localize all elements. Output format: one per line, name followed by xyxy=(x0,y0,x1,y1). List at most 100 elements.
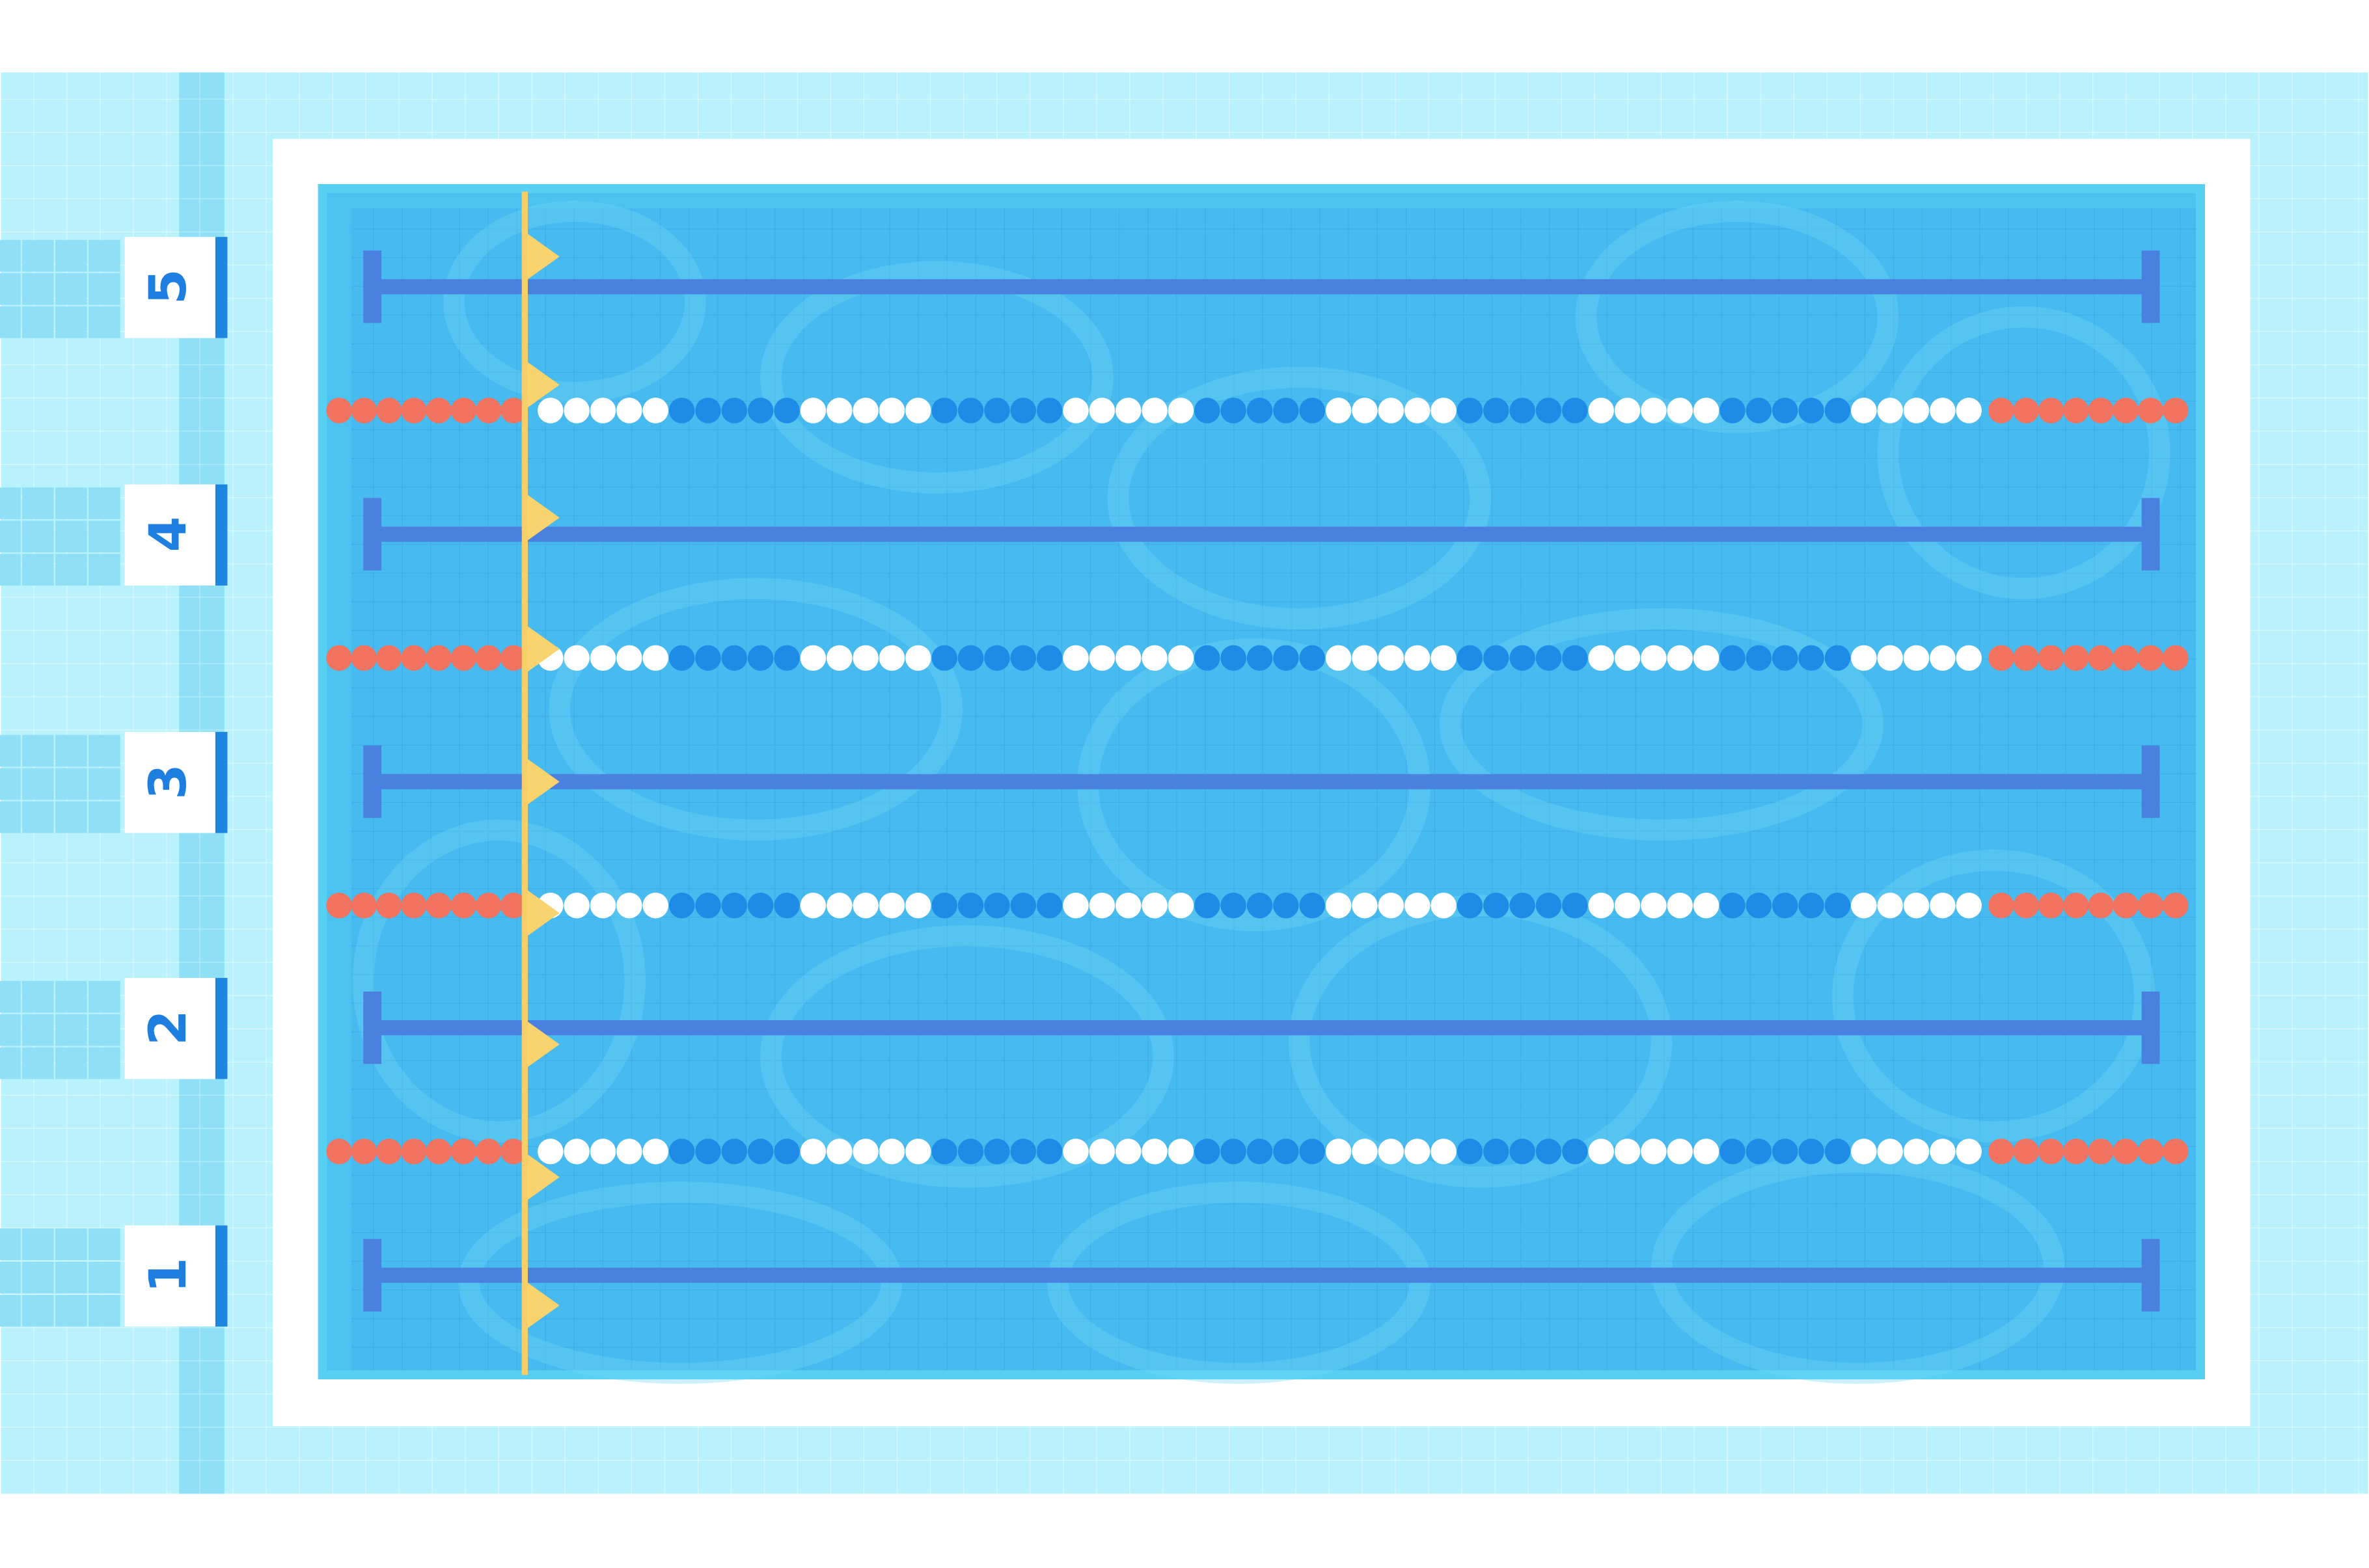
rope-bead xyxy=(1641,398,1667,424)
rope-bead xyxy=(1930,645,1956,671)
dark-tile xyxy=(55,1047,87,1079)
rope-bead xyxy=(1877,645,1903,671)
rope-bead xyxy=(1089,645,1116,671)
rope-bead xyxy=(1404,893,1431,919)
rope-bead xyxy=(1535,893,1562,919)
lane-line-end xyxy=(363,1239,382,1312)
rope-bead xyxy=(1746,893,1772,919)
lane-line-end xyxy=(363,250,382,323)
rope-bead xyxy=(2013,398,2039,424)
rope-bead xyxy=(1273,1139,1299,1165)
rope-bead xyxy=(1588,893,1614,919)
dark-tile xyxy=(89,1014,120,1046)
rope-bead xyxy=(1168,645,1194,671)
rope-bead xyxy=(590,645,616,671)
rope-bead xyxy=(351,893,377,919)
flag xyxy=(528,759,560,805)
dark-tile xyxy=(0,487,21,519)
rope-bead xyxy=(1404,645,1431,671)
rope-bead xyxy=(616,398,642,424)
dark-tile xyxy=(55,1228,87,1260)
dark-tile xyxy=(89,1047,120,1079)
rope-bead xyxy=(538,1139,564,1165)
rope-bead xyxy=(774,645,800,671)
rope-bead xyxy=(326,893,352,919)
rope-bead xyxy=(1299,1139,1325,1165)
rope-bead xyxy=(1220,1139,1246,1165)
dark-tile xyxy=(89,1228,120,1260)
rope-bead xyxy=(1378,398,1404,424)
rope-bead xyxy=(426,1139,452,1165)
rope-bead xyxy=(1010,893,1036,919)
rope-bead xyxy=(1194,1139,1220,1165)
rope-bead xyxy=(1246,1139,1273,1165)
dark-tile xyxy=(55,801,87,833)
rope-bead xyxy=(905,893,931,919)
rope-bead xyxy=(800,1139,827,1165)
rope-bead xyxy=(1772,1139,1798,1165)
rope-bead xyxy=(1509,893,1535,919)
rope-bead xyxy=(1194,645,1220,671)
rope-bead xyxy=(1010,1139,1036,1165)
lane-rope xyxy=(326,398,2189,424)
rope-bead xyxy=(2013,1139,2039,1165)
rope-bead xyxy=(1798,398,1824,424)
rope-bead xyxy=(879,645,905,671)
rope-bead xyxy=(2113,1139,2139,1165)
rope-bead xyxy=(1142,645,1168,671)
rope-bead xyxy=(1667,1139,1693,1165)
lane-line-end xyxy=(2141,991,2160,1064)
rope-bead xyxy=(1036,1139,1063,1165)
rope-bead xyxy=(2062,398,2089,424)
rope-bead xyxy=(1089,398,1116,424)
rope-bead xyxy=(931,398,957,424)
rope-bead xyxy=(721,398,748,424)
dark-tile xyxy=(89,768,120,800)
lane-number: 1 xyxy=(138,1258,198,1293)
rope-bead xyxy=(853,398,879,424)
dark-tile xyxy=(0,239,21,272)
rope-bead xyxy=(2163,398,2189,424)
rope-bead xyxy=(668,893,695,919)
lane-plate xyxy=(124,237,219,338)
rope-bead xyxy=(1903,645,1930,671)
rope-bead xyxy=(1246,398,1273,424)
rope-bead xyxy=(1641,893,1667,919)
dark-tile xyxy=(55,735,87,767)
rope-bead xyxy=(1378,1139,1404,1165)
rope-bead xyxy=(984,893,1010,919)
rope-bead xyxy=(564,398,590,424)
rope-bead xyxy=(1378,645,1404,671)
dark-tile xyxy=(21,1014,54,1046)
rope-bead xyxy=(1824,645,1851,671)
rope-bead xyxy=(1746,645,1772,671)
rope-bead xyxy=(1562,645,1588,671)
rope-bead xyxy=(1641,645,1667,671)
rope-bead xyxy=(800,645,827,671)
lane-rope xyxy=(326,645,2189,671)
rope-bead xyxy=(1010,645,1036,671)
dark-tile xyxy=(89,554,120,586)
rope-bead xyxy=(376,645,402,671)
rope-bead xyxy=(616,1139,642,1165)
flag xyxy=(528,362,560,408)
rope-bead xyxy=(1036,893,1063,919)
rope-bead xyxy=(1614,893,1641,919)
rope-bead xyxy=(500,893,527,919)
rope-bead xyxy=(450,398,477,424)
rope-bead xyxy=(1614,1139,1641,1165)
dark-tile xyxy=(21,487,54,519)
rope-bead xyxy=(1509,645,1535,671)
rope-bead xyxy=(984,398,1010,424)
rope-bead xyxy=(1693,893,1719,919)
rope-bead xyxy=(1851,1139,1877,1165)
rope-bead xyxy=(1988,398,2014,424)
rope-bead xyxy=(1431,893,1457,919)
lane-line xyxy=(374,1267,2150,1283)
rope-bead xyxy=(1063,645,1089,671)
rope-bead xyxy=(747,398,774,424)
lane-line-end xyxy=(2141,250,2160,323)
lane-line-end xyxy=(363,991,382,1064)
dark-tile xyxy=(55,520,87,552)
